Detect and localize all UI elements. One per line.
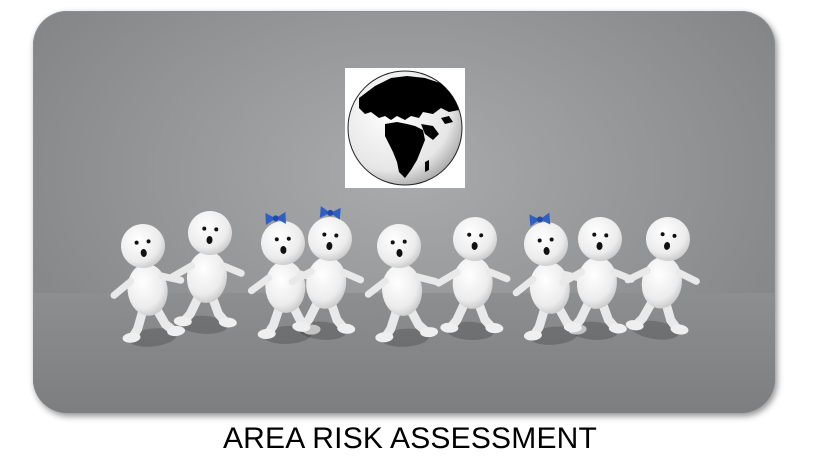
figure-5 [364,222,440,349]
figure-8 [559,215,635,342]
illustration-card [33,11,775,413]
figure-6 [436,215,510,341]
figure-9 [620,212,704,343]
globe-icon [347,70,463,186]
dancing-figures [33,11,775,413]
figure-1 [107,221,187,350]
figure-2 [169,209,245,336]
page-caption: AREA RISK ASSESSMENT [222,422,598,455]
globe-image [345,68,465,188]
